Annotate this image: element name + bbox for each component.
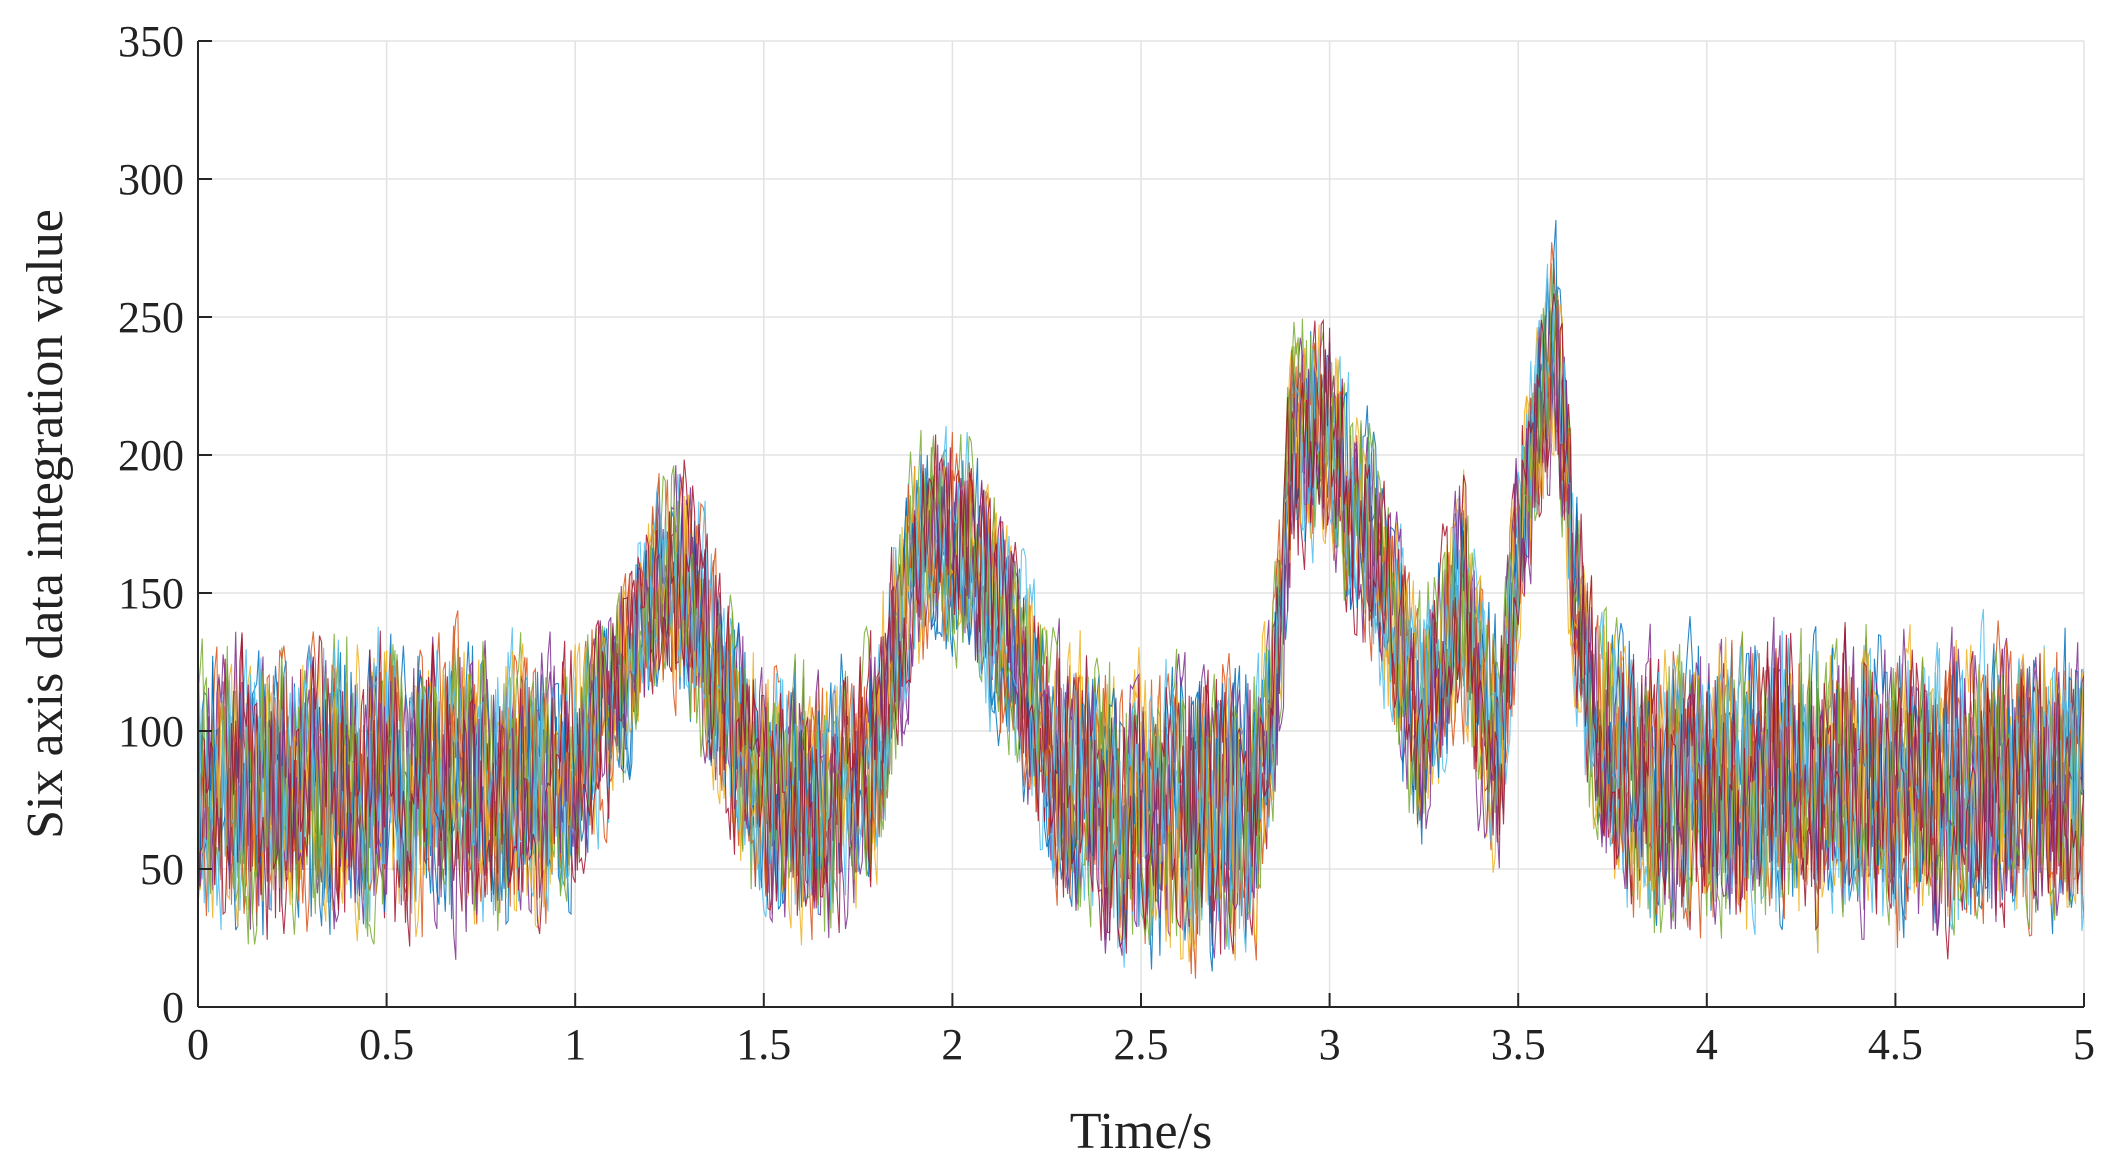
y-axis-ticks: 0 50 100 150 200 250 300 350: [118, 17, 212, 1032]
y-tick-label: 350: [118, 17, 184, 66]
y-tick-label: 300: [118, 155, 184, 204]
data-series-line: [198, 293, 2084, 960]
x-tick-label: 1: [564, 1020, 586, 1069]
x-tick-label: 4: [1696, 1020, 1718, 1069]
x-axis-ticks: 0 0.5 1 1.5 2 2.5 3 3.5 4 4.5 5: [187, 993, 2095, 1069]
data-series-line: [198, 304, 2084, 961]
x-tick-label: 3.5: [1491, 1020, 1546, 1069]
x-tick-label: 4.5: [1868, 1020, 1923, 1069]
x-tick-label: 1.5: [736, 1020, 791, 1069]
x-tick-label: 2: [941, 1020, 963, 1069]
y-tick-label: 0: [162, 983, 184, 1032]
y-tick-label: 150: [118, 569, 184, 618]
data-series-line: [198, 315, 2084, 955]
x-tick-label: 3: [1319, 1020, 1341, 1069]
y-tick-label: 50: [140, 845, 184, 894]
y-axis-title: Six axis data integration value: [17, 209, 74, 839]
x-tick-label: 0.5: [359, 1020, 414, 1069]
x-tick-label: 5: [2073, 1020, 2095, 1069]
x-axis-title: Time/s: [1070, 1103, 1213, 1160]
y-tick-label: 100: [118, 707, 184, 756]
data-series-group: [198, 219, 2084, 979]
data-series-line: [198, 283, 2084, 968]
y-tick-label: 250: [118, 293, 184, 342]
x-tick-label: 0: [187, 1020, 209, 1069]
y-tick-label: 200: [118, 431, 184, 480]
x-tick-label: 2.5: [1114, 1020, 1169, 1069]
